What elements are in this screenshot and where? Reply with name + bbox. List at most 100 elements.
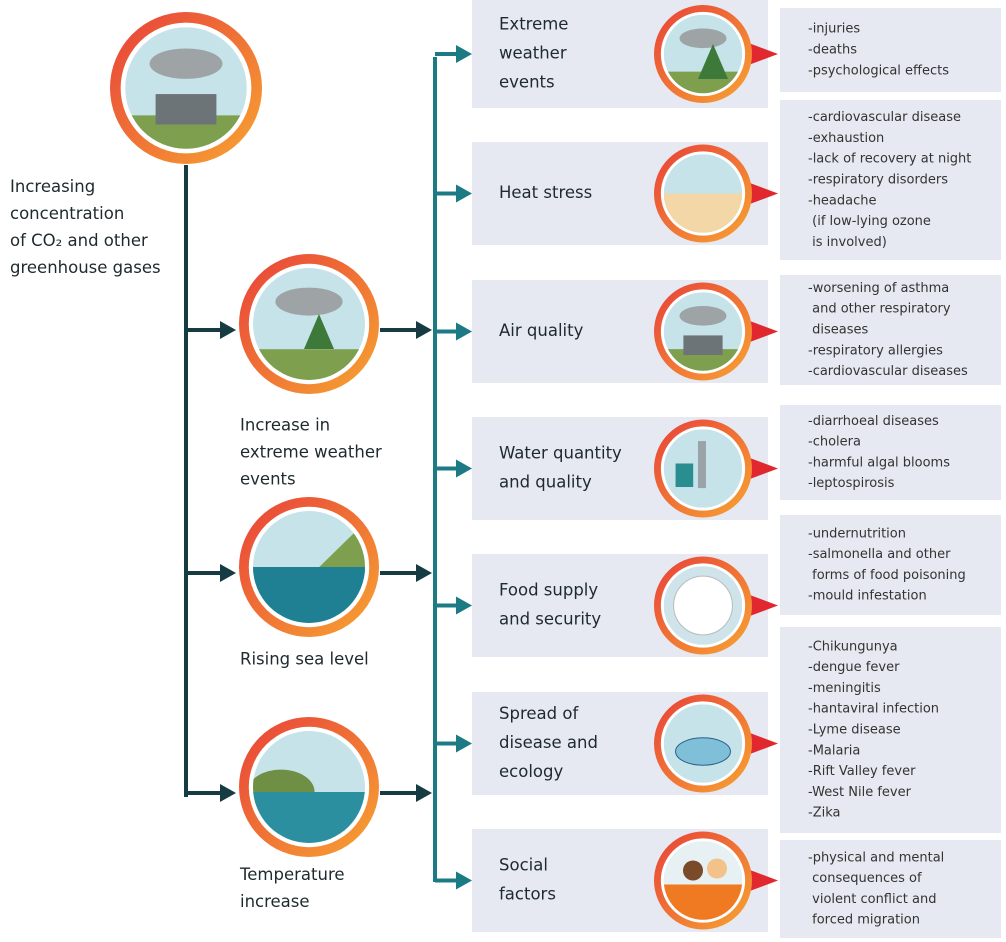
arrow-head <box>456 596 472 615</box>
effects-box <box>780 275 1001 385</box>
label-line: -mould infestation <box>808 589 927 604</box>
label-line: and other respiratory <box>808 302 951 317</box>
arrow-head <box>416 784 432 802</box>
effects-box <box>780 840 1001 938</box>
label-line: -cholera <box>808 435 861 450</box>
label-line: -cardiovascular disease <box>808 110 961 125</box>
icon <box>654 282 752 381</box>
effects-box <box>780 405 1001 500</box>
label-line: greenhouse gases <box>10 258 161 277</box>
label-line: Heat stress <box>499 183 592 202</box>
arrow-head <box>456 871 472 890</box>
cloud <box>275 287 343 316</box>
arrow-head <box>456 734 472 753</box>
icon-scene <box>663 429 743 508</box>
label-line: -dengue fever <box>808 660 900 675</box>
label-line: -diarrhoeal diseases <box>808 414 939 429</box>
cell <box>675 737 731 766</box>
label-line: -cardiovascular diseases <box>808 364 968 379</box>
label-line: -hantaviral infection <box>808 702 939 717</box>
label-line: Food supply <box>499 581 598 600</box>
icon <box>239 497 379 637</box>
effects-box <box>780 627 1001 833</box>
tree <box>698 44 728 79</box>
label-line: extreme weather <box>240 443 382 462</box>
label-line: forced migration <box>808 913 920 928</box>
label-line: ecology <box>499 762 563 781</box>
label-line: -Chikungunya <box>808 639 898 654</box>
label-line: Temperature <box>239 865 345 884</box>
label-line: -deaths <box>808 43 857 58</box>
icon-scene <box>663 154 743 233</box>
effects-box <box>780 8 1001 92</box>
label-line: diseases <box>808 323 869 338</box>
label-line: consequences of <box>808 871 922 886</box>
arrow-head <box>456 184 472 203</box>
label-line: -respiratory allergies <box>808 343 943 358</box>
label-line: of CO₂ and other <box>10 231 148 250</box>
label-line: -Rift Valley fever <box>808 764 916 779</box>
label-line: -psychological effects <box>808 63 949 78</box>
label-line: Water quantity <box>499 444 622 463</box>
label-line: -leptospirosis <box>808 476 895 491</box>
arrow-head <box>456 459 472 478</box>
hill <box>309 522 365 577</box>
effects-box <box>780 515 1001 615</box>
icon-scene <box>253 731 365 843</box>
icon <box>654 556 752 655</box>
label-line: Spread of <box>499 704 579 723</box>
building <box>683 335 723 356</box>
tap <box>698 441 706 489</box>
label-line: -undernutrition <box>808 526 906 541</box>
label-line: Rising sea level <box>240 650 369 669</box>
arrow-head <box>416 321 432 339</box>
label-line: -worsening of asthma <box>808 281 949 296</box>
label-line: is involved) <box>808 235 887 250</box>
tree <box>304 314 334 349</box>
label-line: -Zika <box>808 806 840 821</box>
cloud <box>679 306 727 326</box>
label-line: Extreme <box>499 15 568 34</box>
icon <box>654 694 752 793</box>
label-line: Increasing <box>10 177 95 196</box>
icon <box>110 12 262 164</box>
icon <box>654 5 752 103</box>
label-line: -physical and mental <box>808 850 944 865</box>
plate <box>673 575 733 636</box>
cloud <box>679 28 727 49</box>
label-line: factors <box>499 885 556 904</box>
icon <box>654 831 752 930</box>
icon <box>654 144 752 243</box>
label-line: -Lyme disease <box>808 723 901 738</box>
arrow-head <box>416 564 432 582</box>
building <box>155 94 217 125</box>
label-line: -Malaria <box>808 743 860 758</box>
label-line: events <box>499 73 555 92</box>
icon <box>239 717 379 857</box>
label-line: violent conflict and <box>808 892 936 907</box>
icon-scene <box>253 511 365 623</box>
icon <box>654 419 752 518</box>
label-line: -respiratory disorders <box>808 173 948 188</box>
label-line: -exhaustion <box>808 131 884 146</box>
label-line: -salmonella and other <box>808 547 951 562</box>
icon-scene <box>663 566 743 645</box>
arrow-head <box>220 321 236 339</box>
label-line: events <box>240 470 296 489</box>
label-line: weather <box>499 44 567 63</box>
arrow-head <box>220 564 236 582</box>
label-line: and security <box>499 610 601 629</box>
label-line: concentration <box>10 204 124 223</box>
label-line: (if low-lying ozone <box>808 214 931 229</box>
label-line: -headache <box>808 193 877 208</box>
label-line: -meningitis <box>808 681 881 696</box>
label-line: disease and <box>499 733 598 752</box>
label-line: Increase in <box>240 416 330 435</box>
head <box>683 860 703 881</box>
icon-scene <box>125 27 247 149</box>
arrow-head <box>456 45 472 63</box>
label-line: -lack of recovery at night <box>808 152 971 167</box>
label-line: Air quality <box>499 321 584 340</box>
label-line: -West Nile fever <box>808 785 912 800</box>
